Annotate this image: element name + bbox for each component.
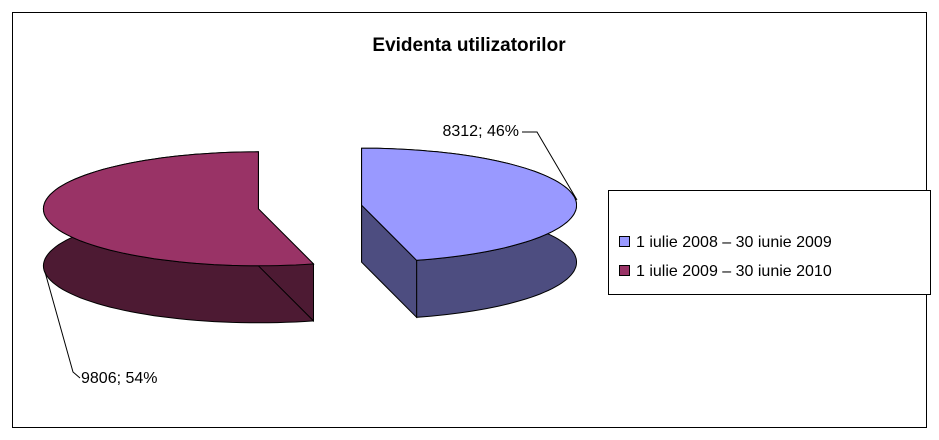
legend-swatch <box>619 236 630 247</box>
legend-box <box>608 190 931 295</box>
legend-swatch <box>619 265 630 276</box>
leader-line <box>44 271 81 379</box>
legend-label: 1 iulie 2008 – 30 iunie 2009 <box>636 234 832 251</box>
chart-title: Evidenta utilizatorilor <box>372 35 566 56</box>
legend-label: 1 iulie 2009 – 30 iunie 2010 <box>636 263 832 280</box>
leader-line <box>522 131 578 201</box>
slice <box>42 151 315 267</box>
data-label: 9806; 54% <box>81 370 158 387</box>
data-label: 8312; 46% <box>442 123 519 140</box>
slice <box>361 147 577 261</box>
